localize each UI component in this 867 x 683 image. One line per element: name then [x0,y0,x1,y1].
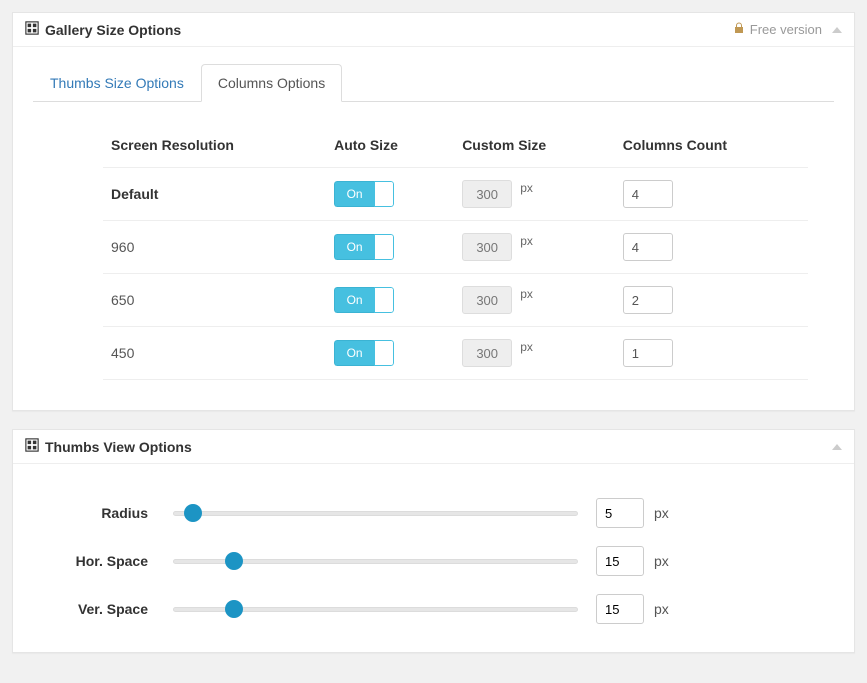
slider-value-input[interactable] [596,498,644,528]
slider-handle[interactable] [225,552,243,570]
gallery-size-panel: Gallery Size Options Free version Thumbs… [12,12,855,411]
slider-row: Ver. Space px [33,594,834,624]
resolution-label: 450 [103,327,326,380]
columns-count-input[interactable] [623,233,673,261]
col-header-customsize: Custom Size [454,127,615,168]
resolution-label: 960 [103,221,326,274]
columns-count-input[interactable] [623,339,673,367]
unit-label: px [520,234,533,248]
toggle-on-label: On [334,181,374,207]
unit-label: px [654,601,669,617]
slider[interactable] [173,551,578,571]
panel-body: Radius px Hor. Space px Ver. Space px [13,464,854,652]
resolution-label: 650 [103,274,326,327]
columns-count-input[interactable] [623,286,673,314]
free-version-label: Free version [750,22,822,37]
slider-value-input[interactable] [596,594,644,624]
slider[interactable] [173,599,578,619]
toggle-knob [374,181,394,207]
columns-count-input[interactable] [623,180,673,208]
resolution-label: Default [103,168,326,221]
slider-value-input[interactable] [596,546,644,576]
table-row: 650 On px [103,274,808,327]
unit-label: px [520,181,533,195]
slider-handle[interactable] [225,600,243,618]
tab-thumbs-size[interactable]: Thumbs Size Options [33,64,201,102]
col-header-resolution: Screen Resolution [103,127,326,168]
panel-title-text: Thumbs View Options [45,439,192,455]
tabs: Thumbs Size Options Columns Options [33,63,834,102]
slider[interactable] [173,503,578,523]
gallery-icon [25,21,39,38]
panel-header: Gallery Size Options Free version [13,13,854,47]
slider-track [173,511,578,516]
toggle-knob [374,340,394,366]
toggle-knob [374,287,394,313]
custom-size-input[interactable] [462,180,512,208]
custom-size-input[interactable] [462,339,512,367]
toggle-on-label: On [334,340,374,366]
unit-label: px [654,553,669,569]
unit-label: px [654,505,669,521]
autosize-toggle[interactable]: On [334,340,394,366]
slider-label: Ver. Space [33,601,173,617]
unit-label: px [520,340,533,354]
free-version-badge: Free version [733,22,822,37]
slider-label: Radius [33,505,173,521]
table-row: Default On px [103,168,808,221]
panel-title-text: Gallery Size Options [45,22,181,38]
slider-label: Hor. Space [33,553,173,569]
panel-body: Thumbs Size Options Columns Options Scre… [13,47,854,410]
autosize-toggle[interactable]: On [334,181,394,207]
collapse-toggle[interactable] [832,444,842,450]
slider-row: Hor. Space px [33,546,834,576]
custom-size-input[interactable] [462,286,512,314]
lock-icon [733,22,745,37]
table-row: 960 On px [103,221,808,274]
tab-columns-options[interactable]: Columns Options [201,64,342,102]
collapse-toggle[interactable] [832,27,842,33]
col-header-autosize: Auto Size [326,127,454,168]
panel-header: Thumbs View Options [13,430,854,464]
toggle-on-label: On [334,234,374,260]
slider-row: Radius px [33,498,834,528]
custom-size-input[interactable] [462,233,512,261]
slider-handle[interactable] [184,504,202,522]
table-row: 450 On px [103,327,808,380]
toggle-on-label: On [334,287,374,313]
autosize-toggle[interactable]: On [334,287,394,313]
unit-label: px [520,287,533,301]
col-header-columnscount: Columns Count [615,127,808,168]
toggle-knob [374,234,394,260]
columns-table: Screen Resolution Auto Size Custom Size … [103,127,808,380]
gallery-icon [25,438,39,455]
thumbs-view-panel: Thumbs View Options Radius px Hor. Space… [12,429,855,653]
autosize-toggle[interactable]: On [334,234,394,260]
